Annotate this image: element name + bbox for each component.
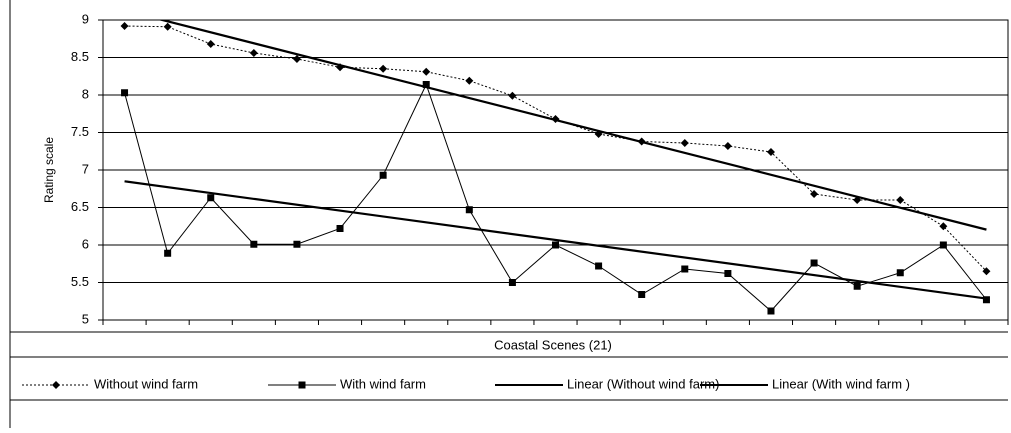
marker <box>810 190 819 198</box>
marker <box>250 240 258 248</box>
marker <box>724 270 732 277</box>
legend-marker <box>298 381 306 389</box>
x-axis-title: Coastal Scenes (21) <box>494 337 612 352</box>
chart-frame <box>9 0 1008 428</box>
y-axis-title: Rating scale <box>42 137 56 203</box>
marker <box>896 196 905 204</box>
trend-line <box>157 20 987 231</box>
legend-label: Linear (Without wind farm) <box>567 376 719 391</box>
marker <box>207 194 215 202</box>
legend-label: Without wind farm <box>94 376 198 391</box>
y-tick-label: 8.5 <box>71 49 89 64</box>
y-tick-label: 6 <box>82 236 89 251</box>
marker <box>164 249 172 257</box>
marker <box>766 148 775 156</box>
series-line <box>124 25 987 272</box>
legend-label: With wind farm <box>340 376 426 391</box>
y-tick-label: 5.5 <box>71 274 89 289</box>
marker <box>120 22 129 30</box>
marker <box>638 291 646 298</box>
marker <box>121 89 129 97</box>
marker <box>465 206 473 214</box>
legend-label: Linear (With wind farm ) <box>772 376 910 391</box>
marker <box>163 22 172 31</box>
marker <box>379 171 387 179</box>
marker <box>293 240 301 248</box>
marker <box>982 296 990 304</box>
marker <box>982 267 991 276</box>
marker <box>336 225 344 232</box>
marker <box>810 259 818 267</box>
y-tick-label: 8 <box>82 86 89 101</box>
marker <box>206 40 215 48</box>
y-tick-label: 9 <box>82 11 89 26</box>
marker <box>508 91 517 100</box>
marker <box>422 81 430 88</box>
marker <box>422 67 431 76</box>
y-tick-label: 7.5 <box>71 124 89 139</box>
trend-line <box>124 180 987 300</box>
plot <box>120 20 991 315</box>
marker <box>681 265 689 273</box>
marker <box>896 269 904 277</box>
marker <box>723 142 732 150</box>
marker <box>379 64 388 73</box>
marker <box>292 55 301 63</box>
y-tick-label: 5 <box>82 311 89 326</box>
y-tick-label: 6.5 <box>71 199 89 214</box>
marker <box>939 222 948 231</box>
marker <box>595 262 603 270</box>
y-tick-label: 7 <box>82 161 89 176</box>
marker <box>853 282 861 290</box>
marker <box>465 76 474 85</box>
marker <box>680 139 689 147</box>
legend-marker <box>52 381 60 389</box>
marker <box>767 307 775 315</box>
marker <box>249 49 258 57</box>
